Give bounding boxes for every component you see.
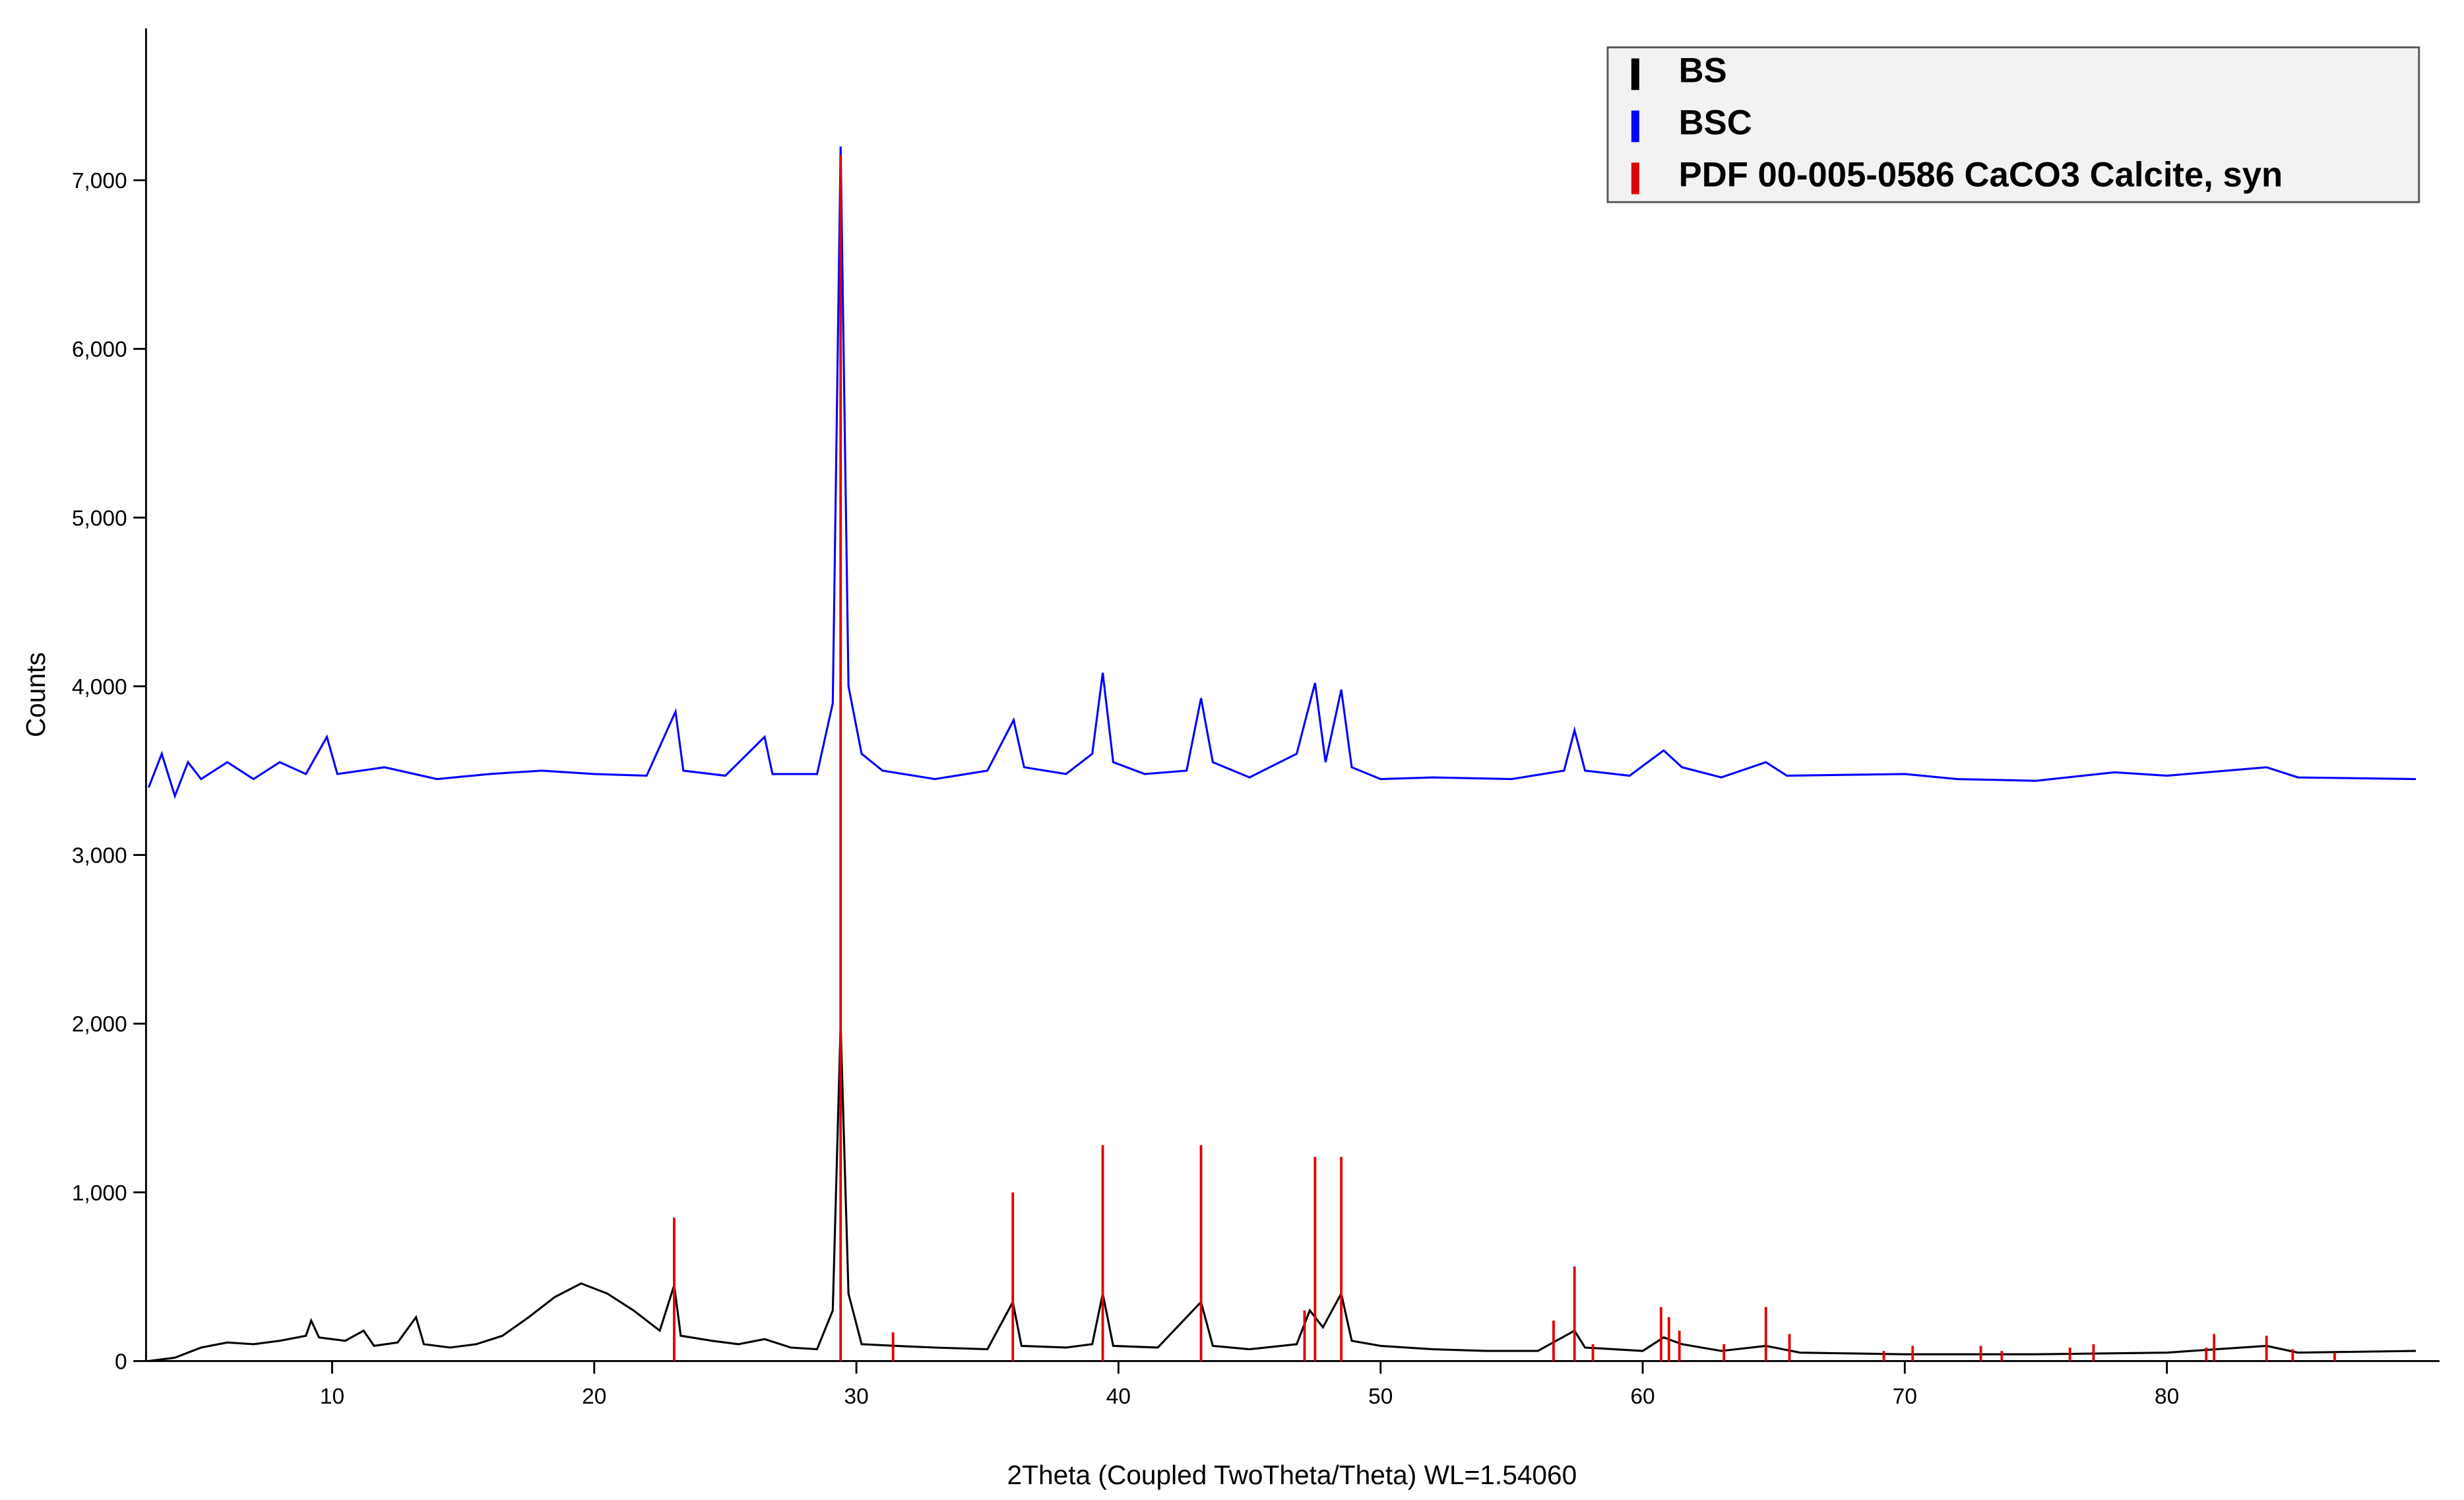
y-tick-label: 2,000 (72, 1012, 127, 1037)
series-line (148, 1024, 2417, 1362)
legend-marker (1631, 162, 1639, 195)
x-tick-label: 30 (844, 1385, 868, 1409)
y-tick-label: 4,000 (72, 675, 127, 700)
x-tick-label: 50 (1368, 1385, 1393, 1409)
x-tick-label: 60 (1630, 1385, 1655, 1409)
y-tick-label: 6,000 (72, 338, 127, 362)
legend-label: PDF 00-005-0586 CaCO3 Calcite, syn (1679, 155, 2283, 194)
y-axis-label: Counts (20, 652, 51, 737)
legend-marker (1631, 58, 1639, 90)
y-tick-label: 1,000 (72, 1181, 127, 1206)
y-tick-label: 5,000 (72, 506, 127, 531)
x-tick-label: 80 (2155, 1385, 2179, 1409)
series-line (147, 146, 2417, 799)
x-tick-label: 20 (582, 1385, 606, 1409)
legend-marker (1631, 110, 1639, 143)
legend-label: BS (1679, 51, 1727, 90)
x-tick-label: 10 (320, 1385, 344, 1409)
x-tick-label: 40 (1106, 1385, 1131, 1409)
y-tick-label: 0 (115, 1350, 127, 1374)
y-tick-label: 7,000 (72, 169, 127, 193)
x-axis-label: 2Theta (Coupled TwoTheta/Theta) WL=1.540… (1007, 1460, 1577, 1490)
x-tick-label: 70 (1893, 1385, 1917, 1409)
y-tick-label: 3,000 (72, 844, 127, 868)
legend-box (1606, 46, 2420, 203)
legend-label: BSC (1679, 103, 1752, 142)
plot-area (147, 146, 2417, 1362)
